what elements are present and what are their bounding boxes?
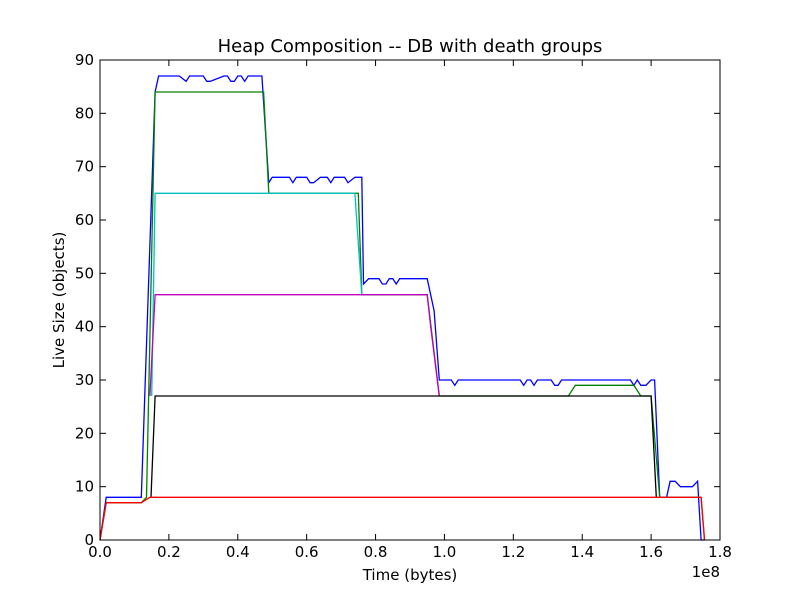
series-line-5 [150, 395, 657, 498]
x-tick-label: 1.4 [570, 543, 594, 561]
x-tick-label: 0.2 [157, 543, 181, 561]
y-tick-label: 40 [75, 318, 94, 336]
y-tick-label: 0 [84, 531, 94, 549]
x-tick-label: 0.6 [295, 543, 319, 561]
series-line-6 [99, 496, 706, 541]
series-line-1 [99, 75, 705, 541]
y-ticks: 0 10 20 30 40 50 60 70 80 90 [75, 51, 720, 549]
x-tick-label: 1.8 [708, 543, 732, 561]
plot-lines [99, 75, 706, 541]
y-tick-label: 60 [75, 211, 94, 229]
y-tick-label: 80 [75, 104, 94, 122]
x-tick-label: 1.0 [433, 543, 457, 561]
chart-title: Heap Composition -- DB with death groups [218, 36, 603, 57]
x-tick-label: 0.4 [226, 543, 250, 561]
series-line-2 [99, 91, 706, 541]
x-tick-label: 0.0 [88, 543, 112, 561]
x-tick-label: 0.8 [364, 543, 388, 561]
x-offset-text: 1e8 [692, 563, 720, 581]
x-axis-label: Time (bytes) [362, 566, 458, 584]
y-axis-label: Live Size (objects) [50, 232, 68, 369]
y-tick-label: 50 [75, 264, 94, 282]
x-ticks: 0.0 0.2 0.4 0.6 0.8 1.0 1.2 1.4 1.6 1.8 [88, 60, 732, 561]
x-tick-label: 1.2 [501, 543, 525, 561]
y-tick-label: 10 [75, 478, 94, 496]
y-tick-label: 30 [75, 371, 94, 389]
series-line-3 [151, 192, 363, 397]
series-line-4 [149, 294, 440, 397]
y-tick-label: 90 [75, 51, 94, 69]
y-tick-label: 70 [75, 158, 94, 176]
y-tick-label: 20 [75, 424, 94, 442]
plot-frame [99, 59, 721, 541]
x-tick-label: 1.6 [639, 543, 663, 561]
